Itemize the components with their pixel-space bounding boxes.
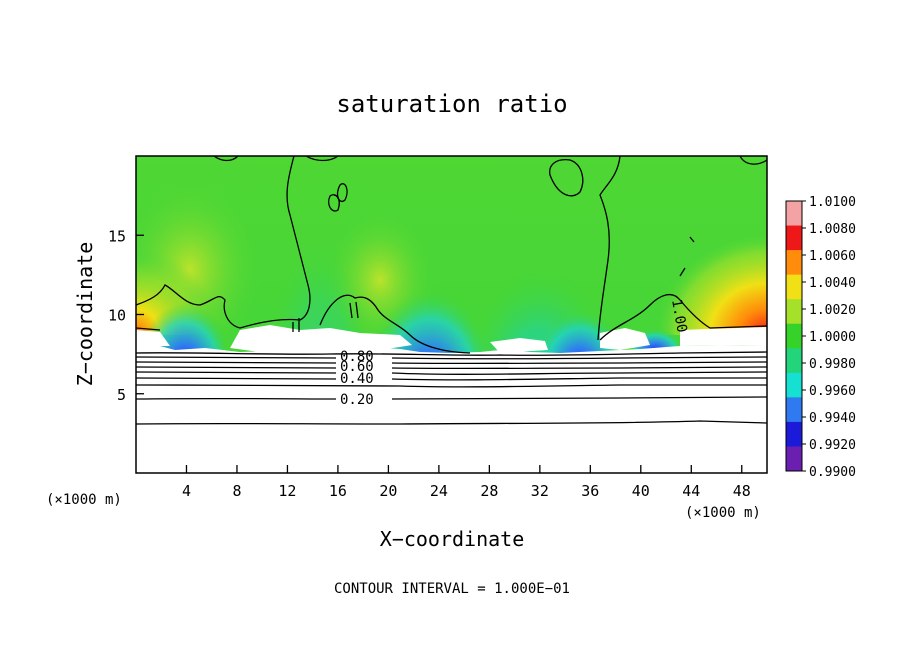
x-tick-label: 28 — [480, 482, 498, 500]
contour-label-1-00: 1.00 — [668, 298, 690, 334]
contour-1-00-right — [597, 156, 767, 341]
contour-island-2 — [336, 183, 348, 202]
contour-label-0-60: 0.60 — [340, 359, 374, 375]
x-tick-label: 40 — [632, 482, 650, 500]
colorbar-tick-label: 1.0000 — [809, 330, 856, 345]
contour-lines — [136, 156, 767, 425]
contour-level-0-10 — [136, 420, 767, 425]
colorbar-tick-label: 0.9920 — [809, 438, 856, 453]
colorbar-tick-label: 0.9900 — [809, 465, 856, 480]
warm-region-lower-right — [640, 220, 767, 335]
colorbar-segment — [786, 348, 802, 374]
x-tick-label: 32 — [531, 482, 549, 500]
cloud-free-patch-3 — [600, 328, 650, 350]
plot-area: 0.80 0.60 0.40 0.20 1.00 — [136, 156, 767, 473]
contour-level-0-30 — [136, 384, 767, 388]
colorbar-segment — [786, 323, 802, 349]
colorbar-tick-label: 1.0040 — [809, 276, 856, 291]
colorbar-tick-label: 0.9940 — [809, 411, 856, 426]
chart-title: saturation ratio — [336, 90, 567, 118]
colorbar-segment — [786, 372, 802, 398]
contour-island-4 — [213, 156, 239, 162]
x-tick-label: 12 — [278, 482, 296, 500]
colorbar-tick-label: 1.0080 — [809, 222, 856, 237]
contour-interval-note: CONTOUR INTERVAL = 1.000E−01 — [334, 581, 570, 597]
colorbar: 0.9900 0.9920 0.9940 0.9960 0.9980 1.0000 1.00… — [785, 195, 856, 480]
colorbar-segment — [786, 250, 802, 276]
contour-level-0-70 — [136, 361, 767, 365]
colorbar-tick-label: 1.0020 — [809, 303, 856, 318]
colorbar-tick-label: 0.9980 — [809, 357, 856, 372]
cloud-free-lower-region — [136, 345, 767, 473]
y-tick-label: 15 — [108, 227, 126, 245]
y-axis-ticks: 5 10 15 — [108, 227, 144, 404]
contour-island-3 — [328, 194, 340, 212]
x-tick-label: 4 — [182, 482, 191, 500]
x-tick-label: 36 — [581, 482, 599, 500]
colorbar-segment — [786, 397, 802, 423]
contour-label-group: 0.80 0.60 0.40 0.20 1.00 — [340, 298, 690, 408]
x-tick-label: 44 — [682, 482, 700, 500]
contour-level-0-20 — [136, 396, 767, 400]
contour-tick-1 — [292, 236, 695, 332]
contour-level-0-40 — [136, 377, 767, 381]
contour-label-0-20: 0.20 — [340, 392, 374, 408]
x-unit-label-left: (×1000 m) — [46, 492, 122, 508]
contour-level-0-90 — [136, 351, 767, 356]
colorbar-segment — [786, 446, 802, 472]
contour-1-00-left — [136, 284, 241, 331]
y-tick-label: 10 — [108, 307, 126, 325]
contour-level-0-60 — [136, 366, 767, 370]
contour-level-0-80 — [136, 356, 767, 360]
colorbar-tick-label: 0.9960 — [809, 384, 856, 399]
colorbar-tick-label: 1.0100 — [809, 195, 856, 210]
colorbar-segment — [786, 299, 802, 325]
x-tick-label: 16 — [329, 482, 347, 500]
contour-label-0-40: 0.40 — [340, 371, 374, 387]
cloud-free-gap-left — [136, 330, 170, 346]
x-tick-label: 20 — [379, 482, 397, 500]
colorbar-segment — [786, 201, 802, 227]
x-axis-ticks: 4 8 12 16 20 24 28 32 36 40 44 48 — [182, 465, 751, 500]
colorbar-tick-label: 1.0060 — [809, 249, 856, 264]
contour-island-1 — [549, 159, 584, 197]
x-tick-label: 24 — [430, 482, 448, 500]
x-tick-label: 8 — [232, 482, 241, 500]
contour-level-0-50 — [136, 371, 767, 375]
contour-1-00-center — [239, 156, 471, 354]
cloud-free-gap-right — [680, 327, 767, 346]
x-tick-label: 48 — [733, 482, 751, 500]
contour-label-0-80: 0.80 — [340, 349, 374, 365]
x-axis-title: X−coordinate — [380, 527, 525, 551]
y-tick-label: 5 — [117, 386, 126, 404]
contour-island-6 — [739, 156, 767, 165]
colorbar-segment — [786, 421, 802, 447]
cloud-free-patch-1 — [230, 325, 412, 352]
colorbar-segment — [786, 274, 802, 300]
contour-island-5 — [305, 156, 339, 162]
x-unit-label-right: (×1000 m) — [685, 505, 761, 521]
cloud-free-patch-2 — [490, 338, 548, 353]
y-axis-title: Z−coordinate — [73, 242, 97, 387]
colorbar-segment — [786, 225, 802, 251]
